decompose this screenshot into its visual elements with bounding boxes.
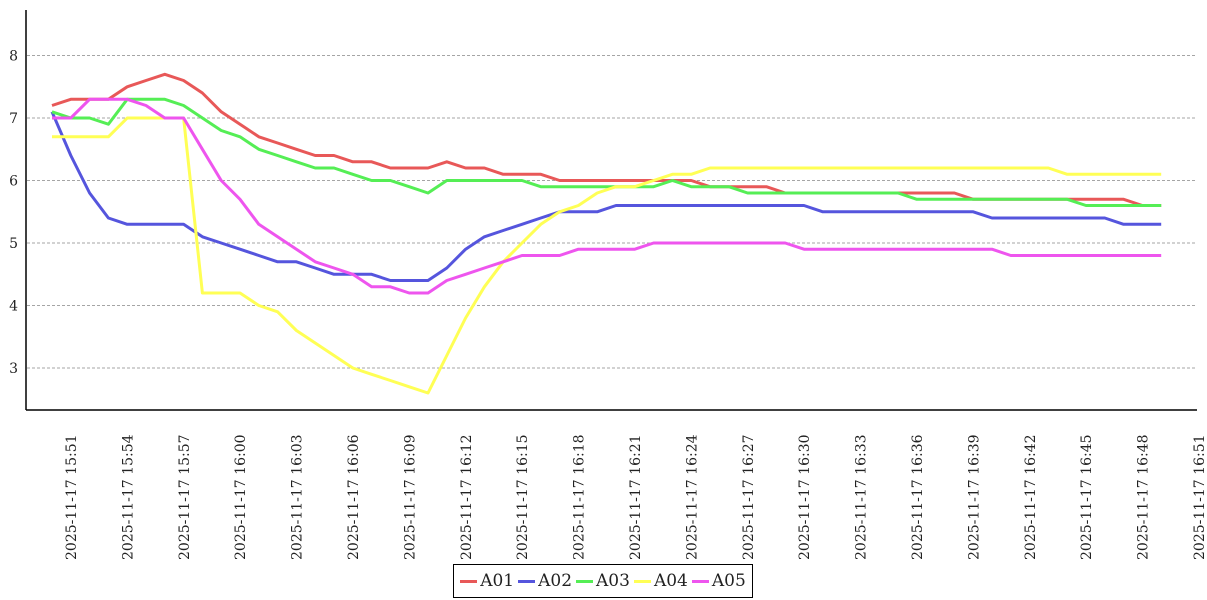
legend-swatch	[460, 579, 478, 583]
y-tick-label: 6	[9, 174, 18, 190]
x-tick-label: 2025-11-17 16:09	[402, 434, 418, 560]
x-tick-label: 2025-11-17 16:21	[628, 434, 644, 560]
x-tick-labels: 2025-11-17 15:51 2025-11-17 15:54 2025-11-…	[64, 434, 1207, 560]
legend-item-a01: A01	[460, 571, 514, 591]
legend-swatch	[576, 579, 594, 583]
x-tick-label: 2025-11-17 16:36	[910, 434, 926, 560]
y-tick-label: 7	[9, 111, 18, 127]
legend-item-a05: A05	[691, 571, 746, 591]
y-tick-label: 5	[9, 236, 18, 252]
legend-swatch	[518, 579, 536, 583]
legend: A01 A02 A03 A04 A05	[453, 564, 753, 598]
x-tick-label: 2025-11-17 16:39	[966, 434, 982, 560]
legend-swatch	[633, 579, 651, 583]
y-tick-label: 3	[9, 361, 18, 377]
legend-label: A01	[480, 571, 515, 591]
legend-swatch	[691, 579, 709, 583]
x-tick-label: 2025-11-17 16:27	[741, 434, 757, 560]
legend-item-a02: A02	[518, 571, 572, 591]
series-line-a03	[51, 97, 1162, 207]
x-tick-label: 2025-11-17 16:45	[1079, 434, 1095, 560]
x-tick-label: 2025-11-17 16:15	[515, 434, 531, 560]
x-tick-label: 2025-11-17 16:48	[1136, 434, 1152, 560]
legend-item-a03: A03	[576, 571, 630, 591]
series-line-a05	[52, 97, 1162, 295]
x-tick-label: 2025-11-17 16:03	[290, 434, 306, 560]
legend-label: A03	[596, 571, 630, 591]
grid-lines	[27, 55, 1197, 369]
x-tick-label: 2025-11-17 16:12	[459, 434, 475, 560]
y-tick-label: 8	[9, 49, 18, 65]
legend-label: A04	[653, 571, 688, 591]
x-tick-label: 2025-11-17 16:51	[1192, 434, 1207, 560]
y-tick-labels: 3 4 5 6 7 8	[9, 49, 18, 378]
series-line-a02	[50, 111, 1162, 282]
legend-label: A05	[711, 571, 746, 591]
x-tick-label: 2025-11-17 16:00	[233, 434, 249, 560]
x-tick-label: 2025-11-17 16:33	[854, 434, 870, 560]
x-tick-label: 2025-11-17 15:51	[64, 434, 80, 560]
x-tick-label: 2025-11-17 15:54	[120, 434, 136, 560]
series-lines	[50, 72, 1162, 395]
axes	[25, 10, 1197, 411]
series-line-a04	[52, 116, 1162, 395]
x-tick-label: 2025-11-17 16:30	[797, 434, 813, 560]
x-tick-label: 2025-11-17 15:57	[177, 434, 193, 560]
legend-label: A02	[538, 571, 573, 591]
x-tick-label: 2025-11-17 16:18	[572, 434, 588, 560]
x-tick-label: 2025-11-17 16:06	[346, 434, 362, 560]
x-tick-label: 2025-11-17 16:42	[1023, 434, 1039, 560]
x-tick-label: 2025-11-17 16:24	[684, 434, 700, 560]
legend-item-a04: A04	[633, 571, 688, 591]
y-tick-label: 4	[9, 299, 18, 315]
